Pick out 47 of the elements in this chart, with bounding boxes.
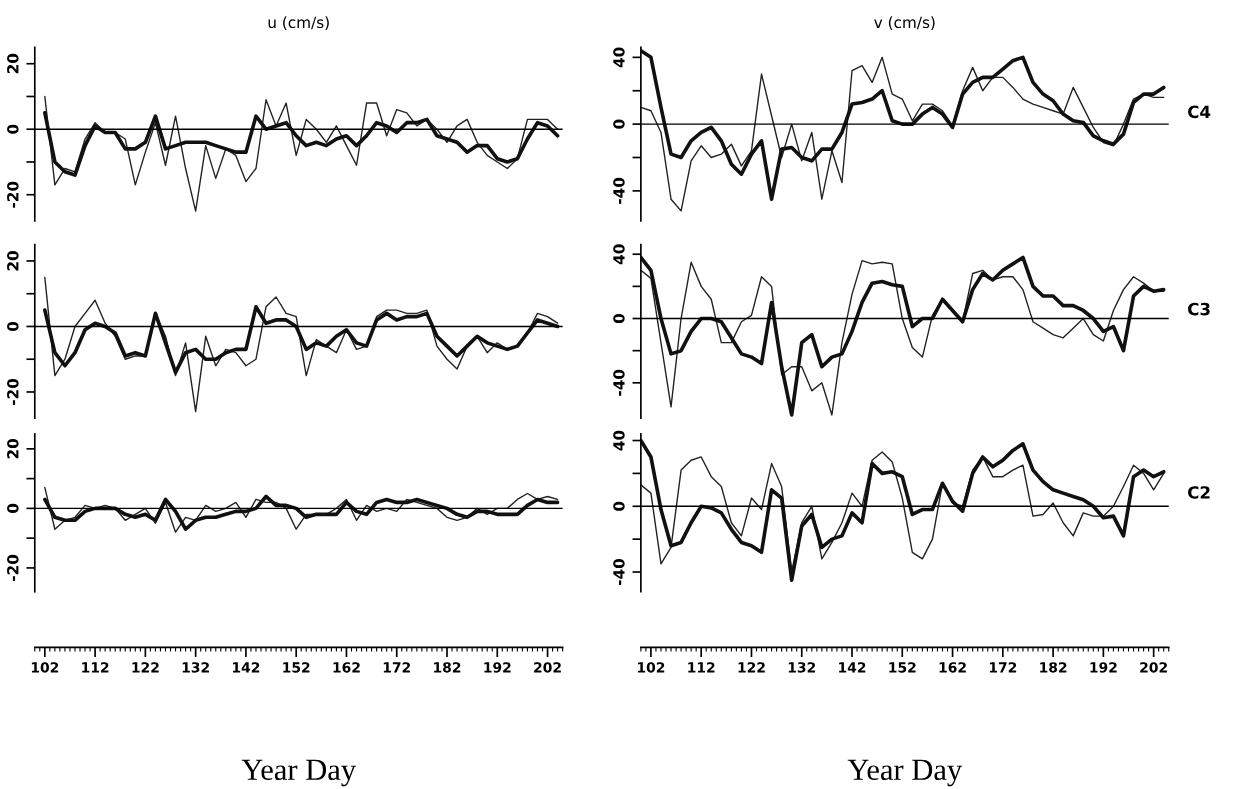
y-tick-label: -20	[7, 181, 19, 208]
x-tick-label: 102	[638, 662, 665, 673]
x-axis-title: Year Day	[241, 759, 357, 787]
y-tick-label: -40	[613, 558, 625, 585]
x-tick-label: 202	[534, 662, 561, 673]
x-tick-label: 162	[333, 662, 360, 673]
x-tick-label: 132	[788, 662, 816, 673]
chart-title: u (cm/s)	[268, 16, 329, 30]
text: C4	[1188, 105, 1211, 119]
y-tick-label: -20	[7, 378, 19, 405]
y-tick-label: -20	[7, 554, 19, 581]
x-tick-label: 192	[484, 662, 511, 673]
x-tick-label: 172	[383, 662, 411, 673]
x-tick-label: 122	[132, 662, 159, 673]
text: C3	[1188, 302, 1210, 316]
y-tick-label: -40	[613, 177, 625, 204]
x-tick-label: 152	[889, 662, 916, 673]
y-tick-label: 0	[613, 501, 625, 511]
x-tick-label: 132	[182, 662, 209, 673]
x-tick-label: 202	[1140, 662, 1167, 673]
x-tick-label: 122	[738, 662, 765, 673]
y-tick-label: 40	[613, 47, 625, 68]
chart-title: v (cm/s)	[874, 16, 935, 30]
x-tick-label: 112	[82, 662, 109, 673]
y-tick-label: 0	[613, 119, 625, 129]
y-tick-label: 20	[7, 438, 19, 459]
x-tick-label: 112	[688, 662, 715, 673]
x-tick-label: 142	[232, 662, 260, 673]
y-tick-label: 0	[7, 124, 19, 134]
x-tick-label: 182	[1040, 662, 1067, 673]
y-tick-label: 0	[613, 313, 625, 324]
x-axis-title: Year Day	[847, 759, 963, 787]
y-tick-label: 0	[7, 503, 19, 513]
x-tick-label: 102	[31, 662, 59, 673]
x-tick-label: 182	[434, 662, 461, 673]
x-tick-label: 142	[839, 662, 866, 673]
y-tick-label: 20	[7, 251, 19, 271]
x-tick-label: 192	[1090, 662, 1117, 673]
y-tick-label: 20	[7, 53, 19, 74]
text: C2	[1188, 486, 1210, 499]
y-tick-label: 40	[613, 244, 625, 265]
x-tick-label: 162	[939, 662, 966, 673]
y-tick-label: 0	[7, 321, 19, 332]
y-tick-label: 40	[613, 430, 625, 451]
x-tick-label: 152	[283, 662, 310, 673]
x-tick-label: 172	[989, 662, 1017, 673]
y-tick-label: -40	[613, 369, 625, 396]
